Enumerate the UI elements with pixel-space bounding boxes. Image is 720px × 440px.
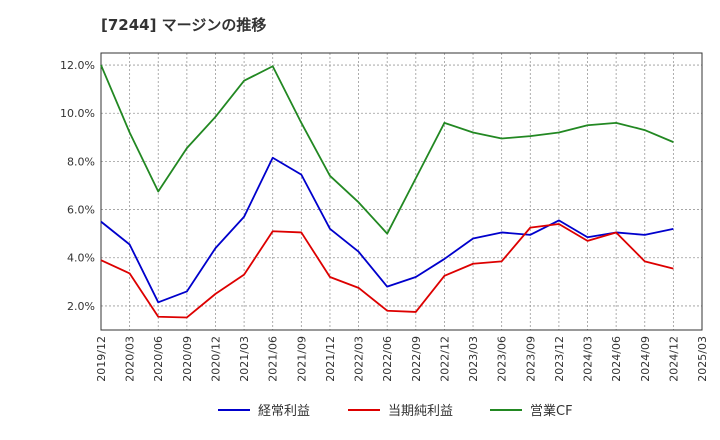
x-tick-label: 2020/12 <box>209 336 222 382</box>
x-tick-label: 2023/06 <box>496 336 509 382</box>
axis-layer: 2.0% 4.0% 6.0% 8.0% 10.0% 12.0% 2019/12 2020/03… <box>60 52 709 382</box>
x-tick-label: 2024/12 <box>667 336 680 382</box>
x-tick-label: 2022/03 <box>353 336 366 382</box>
series-line <box>100 156 674 304</box>
x-tick-label: 2023/03 <box>467 336 480 382</box>
x-tick-label: 2025/03 <box>696 336 709 382</box>
x-tick-label: 2022/12 <box>438 336 451 382</box>
x-tick-label: 2024/06 <box>610 336 623 382</box>
x-tick-label: 2019/12 <box>95 336 108 382</box>
x-tick-label: 2023/09 <box>524 336 537 382</box>
legend: 経常利益 当期純利益 営業CF <box>218 403 573 419</box>
x-tick-label: 2021/09 <box>295 336 308 382</box>
x-tick-label: 2022/06 <box>381 336 394 382</box>
y-tick-label: 10.0% <box>60 107 95 120</box>
y-tick-label: 2.0% <box>67 300 95 313</box>
y-tick-label: 12.0% <box>60 59 95 72</box>
x-tick-label: 2020/03 <box>124 336 137 382</box>
series-line <box>100 64 674 235</box>
x-tick-label: 2023/12 <box>553 336 566 382</box>
x-tick-label: 2020/09 <box>181 336 194 382</box>
x-tick-label: 2024/03 <box>582 336 595 382</box>
x-tick-label: 2022/09 <box>410 336 423 382</box>
y-tick-label: 4.0% <box>67 252 95 265</box>
legend-label: 経常利益 <box>258 404 310 419</box>
x-tick-label: 2020/06 <box>152 336 165 382</box>
x-tick-label: 2021/12 <box>324 336 337 382</box>
chart-title: [7244] マージンの推移 <box>101 16 267 34</box>
y-tick-label: 8.0% <box>67 155 95 168</box>
series-layer <box>100 64 674 319</box>
legend-label: 営業CF <box>530 403 573 419</box>
x-tick-label: 2021/03 <box>238 336 251 382</box>
plot-frame <box>100 52 703 331</box>
x-tick-label: 2021/06 <box>267 336 280 382</box>
legend-label: 当期純利益 <box>388 404 453 419</box>
grid-layer <box>101 53 702 330</box>
series-line <box>100 223 674 319</box>
y-tick-label: 6.0% <box>67 204 95 217</box>
x-tick-label: 2024/09 <box>639 336 652 382</box>
